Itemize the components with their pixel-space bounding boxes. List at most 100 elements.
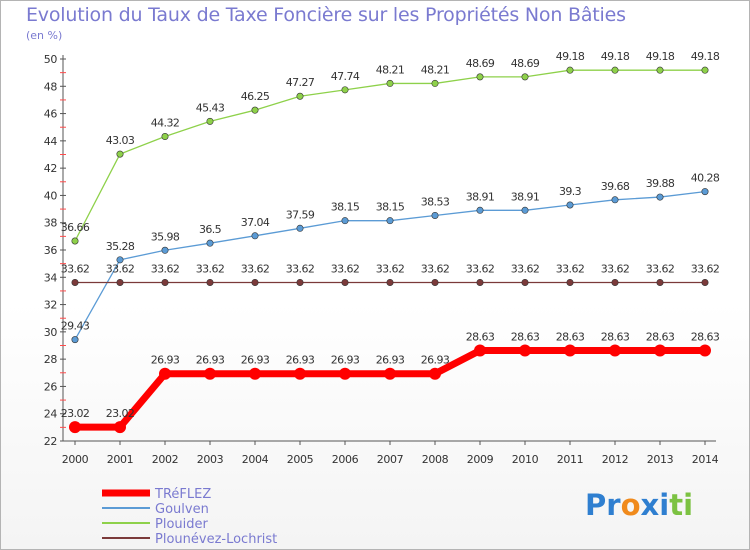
- data-label: 35.28: [106, 240, 135, 253]
- data-point: [654, 344, 666, 357]
- proxiti-logo: Proxiti: [585, 488, 693, 522]
- data-label: 33.62: [421, 262, 450, 275]
- data-point: [386, 217, 394, 225]
- data-point: [114, 421, 126, 434]
- data-point: [611, 278, 619, 286]
- data-label: 36.5: [199, 223, 222, 236]
- data-point: [161, 278, 169, 286]
- data-point: [161, 246, 169, 254]
- x-tick-label: 2014: [692, 453, 719, 466]
- data-label: 44.32: [151, 116, 180, 129]
- data-label: 29.43: [61, 320, 90, 333]
- data-label: 49.18: [601, 50, 630, 63]
- data-point: [384, 367, 396, 380]
- data-point: [251, 232, 259, 240]
- legend-label: TRéFLEZ: [154, 487, 211, 502]
- y-tick-label: 32: [44, 299, 57, 312]
- data-label: 38.91: [511, 190, 540, 203]
- data-point: [159, 367, 171, 380]
- data-label: 33.62: [466, 262, 495, 275]
- y-tick-label: 36: [44, 244, 58, 257]
- x-tick-label: 2000: [62, 453, 89, 466]
- data-point: [521, 73, 529, 81]
- x-tick-label: 2008: [422, 453, 449, 466]
- data-label: 48.69: [466, 57, 495, 70]
- data-label: 28.63: [511, 331, 540, 344]
- chart-title: Evolution du Taux de Taxe Foncière sur l…: [26, 4, 626, 26]
- data-label: 37.59: [286, 208, 315, 221]
- data-label: 48.21: [421, 63, 450, 76]
- data-label: 33.62: [511, 262, 540, 275]
- data-label: 43.03: [106, 134, 135, 147]
- data-point: [386, 79, 394, 87]
- data-point: [341, 86, 349, 94]
- logo-letter: r: [606, 488, 621, 522]
- data-label: 23.02: [61, 407, 90, 420]
- data-point: [71, 278, 79, 286]
- data-label: 49.18: [646, 50, 675, 63]
- y-tick-label: 26: [44, 380, 58, 393]
- logo-letter: i: [659, 488, 670, 522]
- data-point: [296, 278, 304, 286]
- data-label: 49.18: [691, 50, 720, 63]
- data-label: 39.88: [646, 177, 675, 190]
- data-label: 39.68: [601, 180, 630, 193]
- data-point: [701, 278, 709, 286]
- data-label: 45.43: [196, 101, 225, 114]
- x-tick-label: 2001: [107, 453, 133, 466]
- x-tick-label: 2004: [242, 453, 269, 466]
- data-label: 33.62: [106, 262, 135, 275]
- legend-label: Plounévez-Lochrist: [155, 532, 277, 547]
- data-label: 33.62: [331, 262, 360, 275]
- y-tick-label: 24: [44, 408, 58, 421]
- data-point: [386, 278, 394, 286]
- data-label: 26.93: [241, 354, 270, 367]
- x-tick-label: 2013: [647, 453, 674, 466]
- y-tick-label: 46: [44, 108, 58, 121]
- data-point: [71, 237, 79, 245]
- data-point: [69, 421, 81, 434]
- y-tick-label: 50: [44, 53, 58, 66]
- data-point: [341, 217, 349, 225]
- unit-label: (en %): [26, 29, 63, 42]
- data-label: 38.91: [466, 190, 495, 203]
- x-tick-label: 2003: [197, 453, 224, 466]
- data-label: 28.63: [646, 331, 675, 344]
- data-label: 48.21: [376, 63, 405, 76]
- data-point: [611, 66, 619, 74]
- data-point: [566, 278, 574, 286]
- data-point: [206, 278, 214, 286]
- data-point: [206, 117, 214, 125]
- legend-label: Plouider: [155, 517, 209, 532]
- y-tick-label: 22: [44, 435, 57, 448]
- data-point: [476, 278, 484, 286]
- data-point: [116, 150, 124, 158]
- data-label: 47.74: [331, 70, 360, 83]
- data-label: 38.15: [376, 201, 405, 214]
- x-tick-label: 2010: [512, 453, 539, 466]
- y-tick-label: 40: [44, 189, 58, 202]
- data-point: [566, 201, 574, 209]
- x-tick-label: 2011: [557, 453, 583, 466]
- x-tick-label: 2006: [332, 453, 359, 466]
- y-tick-label: 28: [44, 353, 58, 366]
- logo-letter: t: [669, 488, 684, 522]
- logo-letter: o: [620, 488, 641, 522]
- data-label: 26.93: [151, 354, 180, 367]
- data-label: 40.28: [691, 172, 720, 185]
- data-point: [521, 206, 529, 214]
- data-point: [431, 79, 439, 87]
- data-label: 26.93: [331, 354, 360, 367]
- data-label: 38.15: [331, 201, 360, 214]
- data-label: 28.63: [691, 331, 720, 344]
- data-label: 35.98: [151, 230, 180, 243]
- x-tick-label: 2007: [377, 453, 404, 466]
- data-point: [521, 278, 529, 286]
- data-point: [609, 344, 621, 357]
- data-point: [699, 344, 711, 357]
- data-point: [701, 188, 709, 196]
- data-label: 49.18: [556, 50, 585, 63]
- x-tick-label: 2012: [602, 453, 628, 466]
